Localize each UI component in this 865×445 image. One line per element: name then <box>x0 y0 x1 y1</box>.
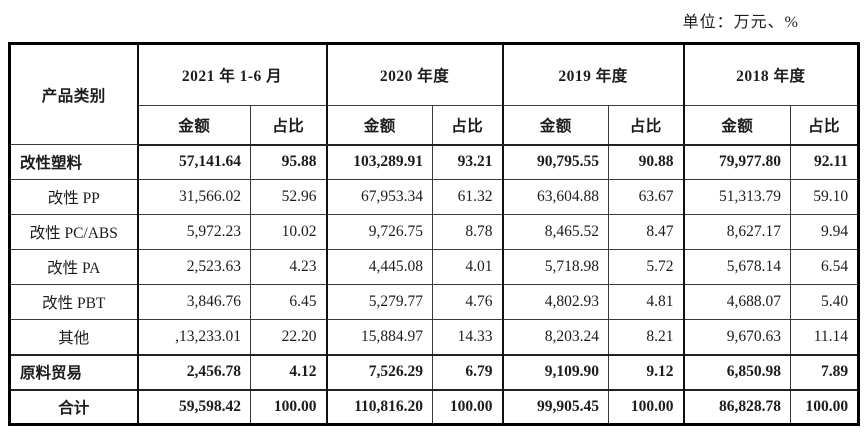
unit-label: 单位：万元、% <box>682 14 799 31</box>
cell-value: 6.79 <box>432 353 504 390</box>
cell-value: 4.12 <box>249 353 328 390</box>
table-row-other: 其他 ,13,233.01 22.20 15,884.97 14.33 8,20… <box>9 319 860 355</box>
row-category: 改性 PP <box>9 179 138 215</box>
row-category: 改性 PBT <box>9 284 138 320</box>
cell-value: 5.40 <box>790 284 860 320</box>
header-sub-row: 金额 占比 金额 占比 金额 占比 金额 占比 <box>10 105 860 146</box>
table-row-modified-pbt: 改性 PBT 3,846.76 6.45 5,279.77 4.76 4,802… <box>9 284 860 320</box>
col-group-2021: 2021 年 1-6 月 <box>136 43 328 106</box>
cell-value: 8,203.24 <box>501 319 610 355</box>
cell-value: 67,953.34 <box>325 179 434 215</box>
cell-value: 8,627.17 <box>682 214 792 250</box>
col-group-2018: 2018 年度 <box>682 43 860 106</box>
cell-value: 11.14 <box>790 319 860 355</box>
table-row-raw-material-trade: 原料贸易 2,456.78 4.12 7,526.29 6.79 9,109.9… <box>9 353 860 390</box>
table-row-modified-plastics: 改性塑料 57,141.64 95.88 103,289.91 93.21 90… <box>9 144 860 180</box>
cell-value: 10.02 <box>249 214 328 250</box>
cell-value: 99,905.45 <box>501 388 610 425</box>
cell-value: 9,670.63 <box>682 319 792 355</box>
cell-value: 4,445.08 <box>325 249 434 285</box>
cell-value: 61.32 <box>432 179 504 215</box>
cell-value: 86,828.78 <box>682 388 792 425</box>
col-group-2020: 2020 年度 <box>325 43 504 106</box>
subheader-ratio-2021: 占比 <box>249 105 328 146</box>
cell-value: 90,795.55 <box>501 144 610 180</box>
cell-value: 2,456.78 <box>136 353 251 390</box>
cell-value: ,13,233.01 <box>136 319 251 355</box>
row-category: 原料贸易 <box>9 353 138 390</box>
cell-value: 7.89 <box>790 353 860 390</box>
category-column-header: 产品类别 <box>9 43 138 145</box>
subheader-amount-2019: 金额 <box>501 105 610 146</box>
cell-value: 100.00 <box>432 388 504 425</box>
cell-value: 9,109.90 <box>501 353 610 390</box>
row-category: 合计 <box>9 388 138 425</box>
cell-value: 4.81 <box>608 284 685 320</box>
cell-value: 7,526.29 <box>325 353 434 390</box>
cell-value: 90.88 <box>608 144 685 180</box>
subheader-ratio-2018: 占比 <box>790 105 860 146</box>
cell-value: 63.67 <box>608 179 685 215</box>
subheader-ratio-2019: 占比 <box>608 105 685 146</box>
cell-value: 63,604.88 <box>501 179 610 215</box>
cell-value: 4.01 <box>432 249 504 285</box>
cell-value: 22.20 <box>249 319 328 355</box>
row-category: 其他 <box>9 319 138 355</box>
cell-value: 5.72 <box>608 249 685 285</box>
cell-value: 57,141.64 <box>136 144 251 180</box>
revenue-by-product-table: 产品类别 2021 年 1-6 月 2020 年度 2019 年度 2018 年… <box>8 42 861 426</box>
cell-value: 9.94 <box>790 214 860 250</box>
cell-value: 15,884.97 <box>325 319 434 355</box>
cell-value: 100.00 <box>249 388 328 425</box>
subheader-ratio-2020: 占比 <box>432 105 504 146</box>
cell-value: 4.76 <box>432 284 504 320</box>
cell-value: 59,598.42 <box>136 388 251 425</box>
row-category: 改性 PC/ABS <box>9 214 138 250</box>
row-category: 改性塑料 <box>9 144 138 180</box>
table-row-total: 合计 59,598.42 100.00 110,816.20 100.00 99… <box>9 388 860 425</box>
cell-value: 8.78 <box>432 214 504 250</box>
cell-value: 2,523.63 <box>136 249 251 285</box>
cell-value: 31,566.02 <box>136 179 251 215</box>
subheader-amount-2020: 金额 <box>325 105 434 146</box>
cell-value: 5,279.77 <box>325 284 434 320</box>
cell-value: 100.00 <box>608 388 685 425</box>
subheader-amount-2018: 金额 <box>682 105 792 146</box>
table-row-modified-pa: 改性 PA 2,523.63 4.23 4,445.08 4.01 5,718.… <box>9 249 860 285</box>
cell-value: 8.21 <box>608 319 685 355</box>
cell-value: 4,802.93 <box>501 284 610 320</box>
cell-value: 14.33 <box>432 319 504 355</box>
cell-value: 103,289.91 <box>325 144 434 180</box>
col-group-2019: 2019 年度 <box>501 43 685 106</box>
cell-value: 6.45 <box>249 284 328 320</box>
cell-value: 6,850.98 <box>682 353 792 390</box>
cell-value: 100.00 <box>790 388 860 425</box>
cell-value: 4,688.07 <box>682 284 792 320</box>
row-category: 改性 PA <box>9 249 138 285</box>
cell-value: 6.54 <box>790 249 860 285</box>
cell-value: 110,816.20 <box>325 388 434 425</box>
cell-value: 5,972.23 <box>136 214 251 250</box>
cell-value: 5,718.98 <box>501 249 610 285</box>
cell-value: 5,678.14 <box>682 249 792 285</box>
subheader-amount-2021: 金额 <box>136 105 251 146</box>
cell-value: 95.88 <box>249 144 328 180</box>
cell-value: 8,465.52 <box>501 214 610 250</box>
cell-value: 51,313.79 <box>682 179 792 215</box>
cell-value: 93.21 <box>432 144 504 180</box>
cell-value: 3,846.76 <box>136 284 251 320</box>
cell-value: 4.23 <box>249 249 328 285</box>
header-year-row: 产品类别 2021 年 1-6 月 2020 年度 2019 年度 2018 年… <box>9 43 860 145</box>
cell-value: 79,977.80 <box>682 144 792 180</box>
cell-value: 92.11 <box>790 144 860 180</box>
cell-value: 9.12 <box>608 353 685 390</box>
table-row-modified-pp: 改性 PP 31,566.02 52.96 67,953.34 61.32 63… <box>9 179 860 215</box>
cell-value: 59.10 <box>790 179 860 215</box>
cell-value: 52.96 <box>249 179 328 215</box>
cell-value: 9,726.75 <box>325 214 434 250</box>
table-row-modified-pc-abs: 改性 PC/ABS 5,972.23 10.02 9,726.75 8.78 8… <box>9 214 860 250</box>
cell-value: 8.47 <box>608 214 685 250</box>
